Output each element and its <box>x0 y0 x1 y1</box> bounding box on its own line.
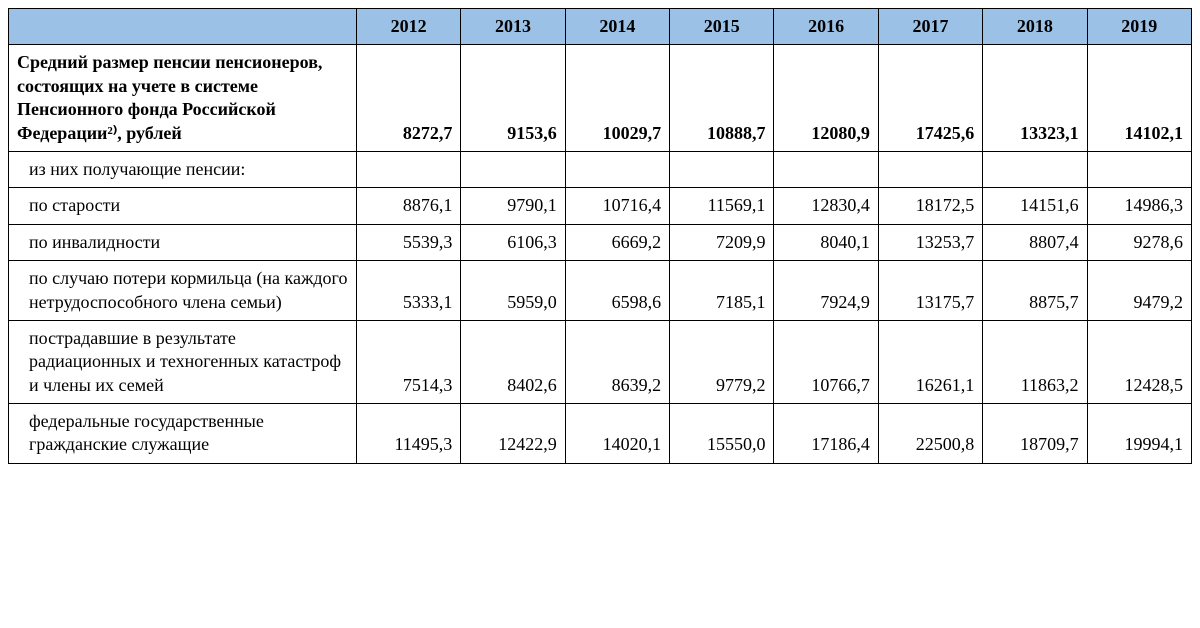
cell: 15550,0 <box>670 404 774 464</box>
cell: 19994,1 <box>1087 404 1191 464</box>
cell: 5333,1 <box>356 261 460 321</box>
cell: 12080,9 <box>774 45 878 152</box>
cell <box>774 151 878 187</box>
table-row: по старости8876,19790,110716,411569,1128… <box>9 188 1192 224</box>
row-label: пострадавшие в результате радиационных и… <box>9 320 357 403</box>
cell: 7924,9 <box>774 261 878 321</box>
cell: 8807,4 <box>983 224 1087 260</box>
cell: 6598,6 <box>565 261 669 321</box>
cell: 10766,7 <box>774 320 878 403</box>
cell <box>983 151 1087 187</box>
cell: 17425,6 <box>878 45 982 152</box>
cell: 8639,2 <box>565 320 669 403</box>
cell: 11863,2 <box>983 320 1087 403</box>
cell <box>461 151 565 187</box>
row-label: из них получающие пенсии: <box>9 151 357 187</box>
cell: 8876,1 <box>356 188 460 224</box>
cell: 10029,7 <box>565 45 669 152</box>
cell <box>565 151 669 187</box>
row-label: федеральные государственные гражданские … <box>9 404 357 464</box>
col-header-2014: 2014 <box>565 9 669 45</box>
table-row: федеральные государственные гражданские … <box>9 404 1192 464</box>
cell: 7209,9 <box>670 224 774 260</box>
cell: 9479,2 <box>1087 261 1191 321</box>
cell: 9153,6 <box>461 45 565 152</box>
table-row: Средний размер пенсии пенсионеров, состо… <box>9 45 1192 152</box>
cell: 6669,2 <box>565 224 669 260</box>
cell <box>670 151 774 187</box>
cell: 9790,1 <box>461 188 565 224</box>
cell <box>356 151 460 187</box>
row-label: Средний размер пенсии пенсионеров, состо… <box>9 45 357 152</box>
cell: 6106,3 <box>461 224 565 260</box>
cell: 8402,6 <box>461 320 565 403</box>
cell: 13253,7 <box>878 224 982 260</box>
col-header-2018: 2018 <box>983 9 1087 45</box>
cell: 12422,9 <box>461 404 565 464</box>
cell: 13175,7 <box>878 261 982 321</box>
cell: 11569,1 <box>670 188 774 224</box>
col-header-2012: 2012 <box>356 9 460 45</box>
cell: 17186,4 <box>774 404 878 464</box>
table-body: Средний размер пенсии пенсионеров, состо… <box>9 45 1192 463</box>
cell: 11495,3 <box>356 404 460 464</box>
row-label: по инвалидности <box>9 224 357 260</box>
table-row: пострадавшие в результате радиационных и… <box>9 320 1192 403</box>
col-header-2013: 2013 <box>461 9 565 45</box>
row-label: по старости <box>9 188 357 224</box>
col-header-2015: 2015 <box>670 9 774 45</box>
cell: 5959,0 <box>461 261 565 321</box>
col-header-2016: 2016 <box>774 9 878 45</box>
cell: 22500,8 <box>878 404 982 464</box>
cell: 8272,7 <box>356 45 460 152</box>
cell: 18709,7 <box>983 404 1087 464</box>
cell: 7185,1 <box>670 261 774 321</box>
col-header-label <box>9 9 357 45</box>
cell: 8040,1 <box>774 224 878 260</box>
table-row: из них получающие пенсии: <box>9 151 1192 187</box>
table-row: по случаю потери кормильца (на каждого н… <box>9 261 1192 321</box>
cell <box>1087 151 1191 187</box>
cell <box>878 151 982 187</box>
cell: 13323,1 <box>983 45 1087 152</box>
cell: 14020,1 <box>565 404 669 464</box>
cell: 10888,7 <box>670 45 774 152</box>
pension-table: 2012 2013 2014 2015 2016 2017 2018 2019 … <box>8 8 1192 464</box>
col-header-2017: 2017 <box>878 9 982 45</box>
cell: 10716,4 <box>565 188 669 224</box>
cell: 8875,7 <box>983 261 1087 321</box>
cell: 5539,3 <box>356 224 460 260</box>
cell: 12830,4 <box>774 188 878 224</box>
cell: 16261,1 <box>878 320 982 403</box>
cell: 9278,6 <box>1087 224 1191 260</box>
row-label: по случаю потери кормильца (на каждого н… <box>9 261 357 321</box>
cell: 14986,3 <box>1087 188 1191 224</box>
table-row: по инвалидности5539,36106,36669,27209,98… <box>9 224 1192 260</box>
cell: 18172,5 <box>878 188 982 224</box>
cell: 14102,1 <box>1087 45 1191 152</box>
cell: 9779,2 <box>670 320 774 403</box>
cell: 12428,5 <box>1087 320 1191 403</box>
table-header-row: 2012 2013 2014 2015 2016 2017 2018 2019 <box>9 9 1192 45</box>
cell: 14151,6 <box>983 188 1087 224</box>
col-header-2019: 2019 <box>1087 9 1191 45</box>
cell: 7514,3 <box>356 320 460 403</box>
